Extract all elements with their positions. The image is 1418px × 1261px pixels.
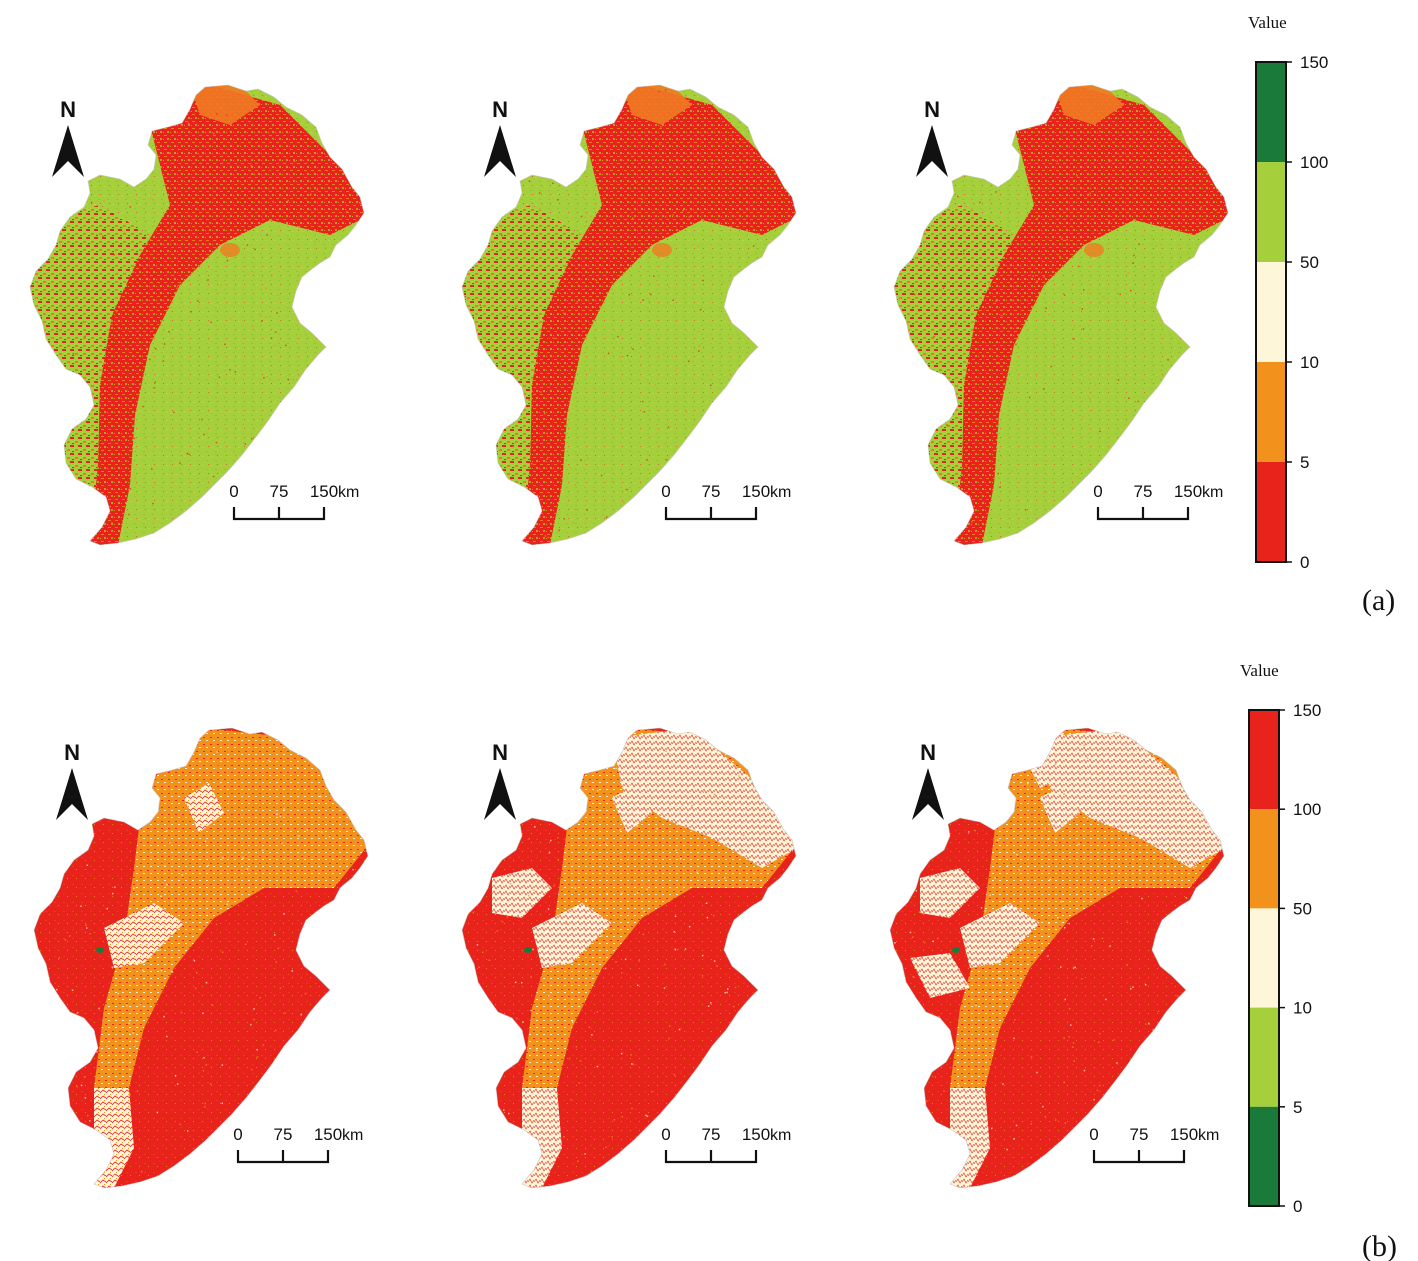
- legend-swatch: [1256, 362, 1286, 462]
- legend-tick-label: 50: [1300, 253, 1319, 272]
- map-a-2: N 0 75 150 km: [461, 84, 797, 546]
- legend-swatch: [1256, 62, 1286, 162]
- legend-title: Value: [1240, 661, 1279, 680]
- legend-swatch: [1256, 162, 1286, 262]
- north-label: N: [924, 97, 940, 122]
- legend-swatch: [1256, 262, 1286, 362]
- legend-tick-label: 0: [1293, 1197, 1302, 1216]
- scale-tick-label: 75: [1134, 482, 1153, 501]
- scale-bar: 0 75 150 km: [233, 1125, 363, 1164]
- legend-tick-label: 5: [1300, 453, 1309, 472]
- scale-unit: km: [1198, 1127, 1219, 1144]
- north-label: N: [64, 740, 80, 765]
- north-label: N: [60, 97, 76, 122]
- scale-unit: km: [338, 484, 359, 501]
- scale-unit: km: [342, 1127, 363, 1144]
- legend-tick-label: 0: [1300, 553, 1309, 572]
- legend-swatch: [1249, 809, 1279, 909]
- panel-label-a: (a): [1362, 584, 1395, 617]
- north-label: N: [492, 740, 508, 765]
- map-b-1: N 0 75 150 km: [33, 727, 369, 1189]
- scale-tick-label: 0: [233, 1125, 242, 1144]
- legend-swatch: [1249, 908, 1279, 1008]
- north-arrow-icon: N: [56, 740, 88, 820]
- scale-unit: km: [770, 484, 791, 501]
- scale-unit: km: [1202, 484, 1223, 501]
- scale-tick-label: 75: [1130, 1125, 1149, 1144]
- scale-tick-label: 150: [314, 1125, 342, 1144]
- legend-title: Value: [1248, 13, 1287, 32]
- legend-tick-label: 150: [1293, 701, 1321, 720]
- legend-swatch: [1256, 462, 1286, 562]
- scale-unit: km: [770, 1127, 791, 1144]
- scale-tick-label: 0: [1089, 1125, 1098, 1144]
- scale-bar: 0 75 150 km: [1089, 1125, 1219, 1164]
- map-b-2: N 0 75 150 km: [461, 727, 797, 1189]
- scale-bar: 0 75 150 km: [1093, 482, 1223, 521]
- north-label: N: [920, 740, 936, 765]
- north-arrow-icon: N: [916, 97, 948, 177]
- panel-label-b: (b): [1362, 1230, 1397, 1261]
- north-arrow-icon: N: [52, 97, 84, 177]
- legend-swatch: [1249, 1007, 1279, 1107]
- scale-tick-label: 150: [742, 482, 770, 501]
- north-arrow-icon: N: [484, 740, 516, 820]
- legend-tick-label: 10: [1293, 999, 1312, 1018]
- scale-tick-label: 0: [229, 482, 238, 501]
- north-label: N: [492, 97, 508, 122]
- scale-tick-label: 75: [274, 1125, 293, 1144]
- legend-tick-label: 5: [1293, 1098, 1302, 1117]
- legend-swatch: [1249, 1106, 1279, 1206]
- scale-bar: 0 75 150 km: [661, 1125, 791, 1164]
- scale-bar: 0 75 150 km: [661, 482, 791, 521]
- scale-tick-label: 0: [661, 482, 670, 501]
- north-arrow-icon: N: [484, 97, 516, 177]
- scale-tick-label: 75: [270, 482, 289, 501]
- map-a-3: N 0 75 150 km: [893, 84, 1229, 546]
- scale-tick-label: 150: [1174, 482, 1202, 501]
- map-b-3: N 0 75 150 km: [889, 727, 1225, 1189]
- scale-bar: 0 75 150 km: [229, 482, 359, 521]
- legend-tick-label: 150: [1300, 53, 1328, 72]
- scale-tick-label: 150: [742, 1125, 770, 1144]
- north-arrow-icon: N: [912, 740, 944, 820]
- scale-tick-label: 75: [702, 1125, 721, 1144]
- scale-tick-label: 0: [1093, 482, 1102, 501]
- map-a-1: N 0 75 150 km: [29, 84, 365, 546]
- legend-tick-label: 100: [1293, 800, 1321, 819]
- scale-tick-label: 75: [702, 482, 721, 501]
- scale-tick-label: 150: [310, 482, 338, 501]
- legend-tick-label: 100: [1300, 153, 1328, 172]
- scale-tick-label: 0: [661, 1125, 670, 1144]
- scale-tick-label: 150: [1170, 1125, 1198, 1144]
- legend-tick-label: 50: [1293, 899, 1312, 918]
- legend-tick-label: 10: [1300, 353, 1319, 372]
- legend-swatch: [1249, 710, 1279, 810]
